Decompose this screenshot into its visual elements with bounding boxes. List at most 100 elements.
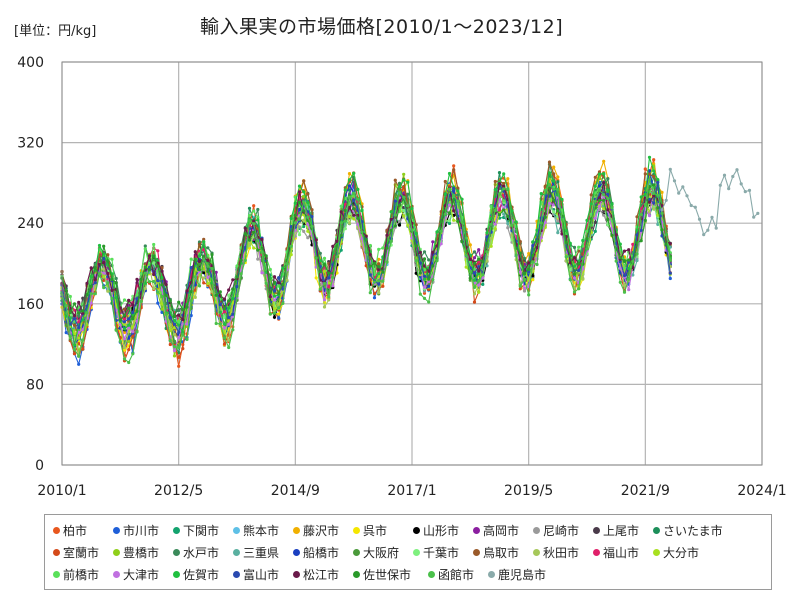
data-point [589, 223, 593, 227]
data-point [343, 188, 347, 192]
data-point [472, 271, 477, 275]
legend-label: 大津市 [123, 567, 160, 582]
data-point [460, 240, 464, 244]
data-point [89, 284, 93, 288]
data-point [177, 320, 181, 324]
legend-label: 前橋市 [63, 567, 100, 582]
data-point [635, 215, 639, 219]
data-point [472, 250, 477, 254]
data-point [656, 180, 660, 185]
data-point [381, 255, 385, 259]
legend-swatch [353, 548, 360, 556]
data-point [302, 190, 306, 194]
data-point [368, 273, 372, 277]
data-point [472, 292, 477, 296]
legend-entry: 大分市 [653, 541, 713, 563]
data-point [681, 185, 685, 189]
data-point [535, 228, 539, 232]
data-point [197, 242, 202, 247]
data-point [439, 229, 443, 233]
data-point [235, 264, 239, 268]
data-point [497, 192, 502, 196]
data-point [427, 284, 431, 288]
data-point [602, 159, 606, 163]
data-point [597, 172, 602, 176]
data-point [139, 299, 143, 303]
data-point [502, 187, 506, 191]
data-point [652, 194, 656, 198]
data-point [597, 170, 602, 174]
data-point [485, 250, 489, 254]
data-point [281, 287, 285, 291]
data-point [452, 218, 456, 222]
data-point [102, 261, 106, 265]
data-point [652, 183, 656, 187]
legend-swatch [413, 526, 420, 534]
data-point [231, 278, 235, 282]
data-point [306, 200, 310, 205]
data-point [77, 336, 81, 340]
legend-label: 秋田市 [543, 545, 580, 560]
data-point [572, 276, 577, 280]
data-point [343, 202, 347, 206]
legend-label: 室蘭市 [63, 545, 100, 560]
data-point [302, 229, 306, 233]
data-point [222, 326, 227, 330]
data-point [518, 270, 522, 274]
data-point [514, 253, 518, 257]
data-point [589, 193, 593, 197]
data-point [277, 312, 281, 316]
data-point [377, 291, 381, 295]
data-point [193, 250, 197, 254]
data-point [597, 204, 602, 208]
data-point [64, 323, 68, 327]
data-point [231, 312, 235, 316]
data-point [268, 290, 272, 295]
data-point [256, 207, 260, 212]
data-point [572, 256, 577, 260]
data-point [77, 354, 81, 358]
data-point [643, 202, 647, 206]
data-point [468, 270, 472, 274]
data-point [256, 239, 260, 243]
data-point [206, 246, 210, 250]
data-point [181, 308, 185, 312]
data-point [89, 266, 93, 270]
legend-label: 高岡市 [483, 523, 520, 538]
data-point [518, 251, 522, 255]
data-point [522, 286, 527, 290]
data-point [72, 352, 77, 356]
data-point [493, 179, 497, 184]
data-point [452, 193, 456, 197]
data-point [102, 271, 106, 275]
data-point [339, 210, 343, 214]
data-point [352, 192, 356, 196]
data-point [377, 275, 381, 279]
legend-swatch [113, 570, 120, 578]
data-point [456, 186, 460, 190]
data-point [602, 198, 606, 202]
data-point [168, 306, 172, 310]
legend-entry: 山形市 [413, 519, 473, 541]
data-point [72, 314, 77, 318]
data-point [568, 278, 572, 282]
x-tick-label: 2021/9 [621, 483, 670, 499]
data-point [110, 277, 114, 281]
data-point [289, 216, 293, 221]
data-point [647, 155, 652, 159]
data-point [189, 257, 193, 261]
data-point [506, 226, 510, 230]
data-point [610, 206, 614, 210]
legend-swatch [173, 526, 180, 534]
data-point [506, 187, 510, 191]
data-point [314, 238, 318, 242]
data-point [172, 354, 177, 358]
data-point [547, 171, 552, 175]
data-point [118, 318, 122, 322]
data-point [497, 213, 502, 217]
data-point [106, 271, 110, 276]
data-point [652, 158, 656, 162]
data-point [247, 219, 252, 223]
data-point [172, 314, 177, 318]
data-point [564, 229, 568, 233]
